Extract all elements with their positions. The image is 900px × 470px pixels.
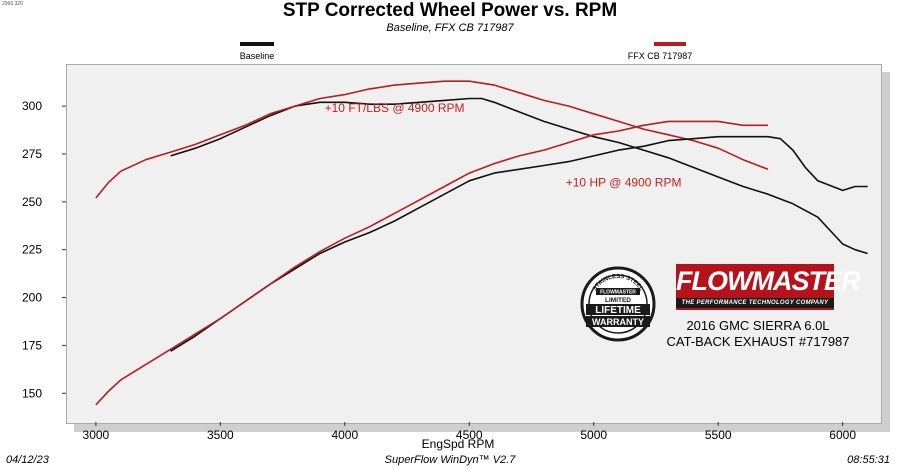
flowmaster-logo: FLOWMASTER THE PERFORMANCE TECHNOLOGY CO… [676, 264, 860, 310]
plot-panel [66, 64, 882, 424]
series-line-torque-baseline [170, 97, 868, 255]
x-tick-label: 5500 [705, 428, 732, 442]
legend-label: FFX CB 717987 [628, 51, 693, 61]
vehicle-line-1: 2016 GMC SIERRA 6.0L [686, 318, 830, 333]
corner-tag: 2966 320 [2, 1, 23, 7]
y-tick-label: 200 [22, 291, 42, 305]
x-tick-label: 3500 [207, 428, 234, 442]
brand-tagline: THE PERFORMANCE TECHNOLOGY COMPANY [676, 298, 834, 308]
x-tick-label: 3000 [83, 428, 110, 442]
brand-name: FLOWMASTER [676, 266, 860, 296]
footer-time: 08:55:31 [847, 454, 890, 466]
vehicle-line-2: CAT-BACK EXHAUST #717987 [666, 334, 850, 349]
series-line-torque-ffx [95, 80, 769, 199]
series-line-power-baseline [170, 135, 868, 352]
y-tick-label: 225 [22, 243, 42, 257]
chart-subtitle: Baseline, FFX CB 717987 [386, 22, 514, 34]
badge-limited: LIMITED [605, 297, 631, 304]
chart-annotation: +10 HP @ 4900 RPM [566, 176, 682, 190]
y-tick-label: 175 [22, 338, 42, 352]
y-tick-label: 275 [22, 147, 42, 161]
y-tick-label: 300 [22, 99, 42, 113]
x-tick-label: 4500 [456, 428, 483, 442]
badge-lifetime: LIFETIME [595, 305, 641, 316]
warranty-badge-icon: FLOWMASTER LIMITED LIFETIME WARRANTY STA… [580, 266, 656, 342]
x-tick-label: 5000 [580, 428, 607, 442]
footer-software: SuperFlow WinDyn™ V2.7 [384, 454, 516, 466]
y-tick-label: 150 [22, 386, 42, 400]
badge-warranty: WARRANTY [592, 317, 644, 327]
legend-label: Baseline [240, 51, 275, 61]
chart-annotation: +10 FT/LBS @ 4900 RPM [325, 101, 465, 115]
badge-small-text: FLOWMASTER [600, 290, 636, 296]
x-tick-label: 6000 [829, 428, 856, 442]
y-tick-label: 250 [22, 195, 42, 209]
footer-date: 04/12/23 [6, 454, 49, 466]
series-line-power-ffx [95, 120, 768, 406]
x-axis-label: EngSpd RPM [422, 437, 495, 451]
x-tick-label: 4000 [331, 428, 358, 442]
chart-title: STP Corrected Wheel Power vs. RPM [282, 0, 618, 21]
